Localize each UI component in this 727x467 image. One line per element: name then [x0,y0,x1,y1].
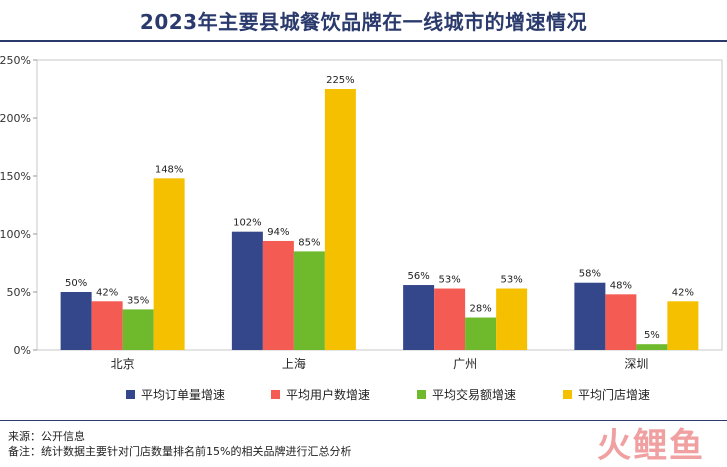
bar [231,231,263,350]
x-tick-label: 北京 [111,357,135,371]
bar [91,301,123,350]
legend-swatch [126,390,135,399]
y-tick-label: 50% [7,286,31,299]
legend-label: 平均交易额增速 [432,387,516,402]
data-label: 94% [267,227,289,238]
y-tick-label: 250% [0,54,31,67]
bar [605,294,637,350]
x-tick-label: 上海 [282,356,306,371]
remark-note: 备注：统计数据主要针对门店数量排名前15%的相关品牌进行汇总分析 [8,445,352,458]
bar [434,288,466,350]
data-label: 56% [408,271,430,282]
x-tick-label: 广州 [453,357,477,371]
bar-chart: 0% 50% 100% 150% 200% 250% 50% 42% 35% 148% 北京 102%… [0,54,723,402]
data-label: 5% [644,330,660,341]
data-label: 53% [439,275,461,286]
data-label: 225% [326,75,355,86]
data-label: 58% [579,269,601,280]
watermark-logo: 火鲤鱼 [597,426,705,466]
data-label: 53% [501,275,523,286]
legend-swatch [417,390,426,399]
y-tick-label: 0% [14,344,31,357]
bar [574,282,606,350]
bar [293,251,325,350]
bar [667,301,699,350]
chart-title: 2023年主要县城餐饮品牌在一线城市的增速情况 [139,10,588,34]
source-note: 来源：公开信息 [8,430,85,443]
data-label: 48% [610,280,632,291]
bar [465,317,497,350]
data-label: 42% [96,287,118,298]
title-divider [0,40,727,42]
bar [262,240,294,350]
data-label: 35% [127,295,149,306]
x-tick-label: 深圳 [624,357,648,371]
bar [153,178,185,350]
footer-divider [0,420,727,421]
data-label: 28% [470,304,492,315]
legend-swatch [563,390,572,399]
data-label: 50% [65,278,87,289]
data-label: 42% [672,287,694,298]
bar [60,292,92,350]
bar [636,344,668,350]
data-label: 102% [233,218,262,229]
bar [324,89,356,350]
plot-frame [36,59,723,351]
data-label: 85% [298,237,320,248]
y-tick-label: 200% [0,112,31,125]
bar [122,309,154,350]
legend-label: 平均用户数增速 [286,387,370,402]
legend-label: 平均门店增速 [578,387,650,402]
bar [403,285,435,350]
y-tick-label: 100% [0,228,31,241]
legend-swatch [271,390,280,399]
bar [496,288,528,350]
data-label: 148% [155,164,184,175]
legend-label: 平均订单量增速 [141,388,225,402]
y-tick-label: 150% [0,170,31,183]
